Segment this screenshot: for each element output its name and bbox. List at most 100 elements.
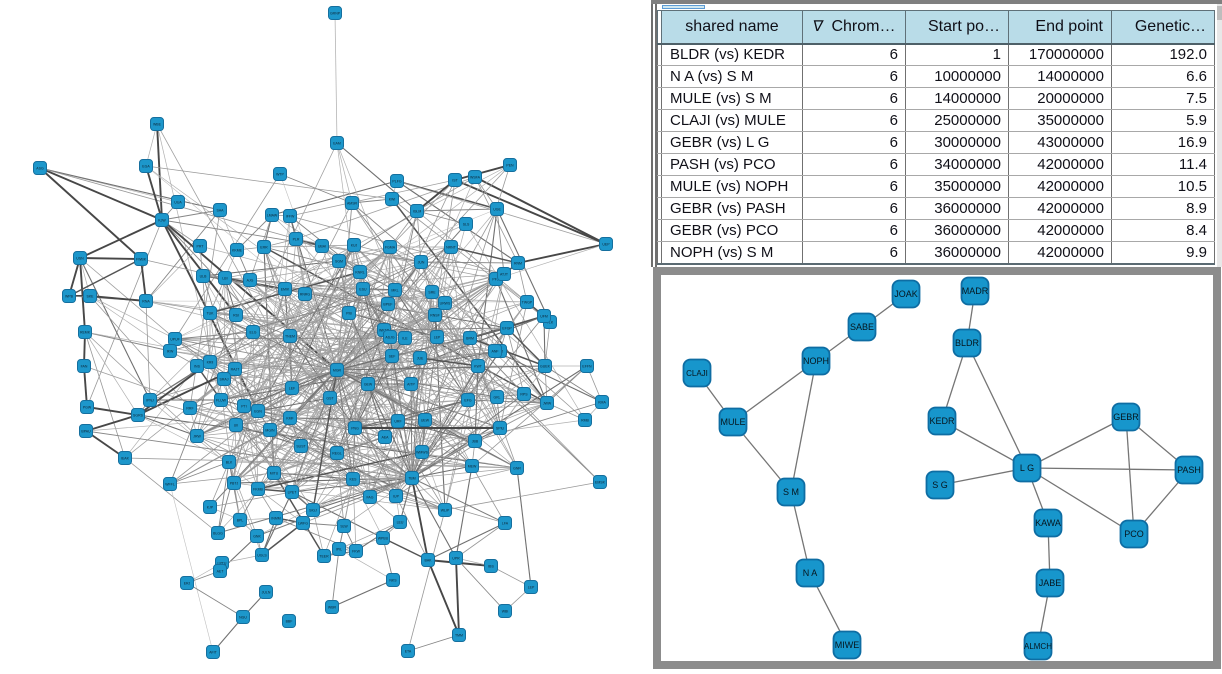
svg-text:BPL: BPL xyxy=(237,519,244,523)
svg-text:MGIN: MGIN xyxy=(265,429,275,433)
svg-text:ETA: ETA xyxy=(405,650,412,654)
svg-text:SPIU: SPIU xyxy=(496,427,505,431)
svg-text:LMAW: LMAW xyxy=(267,214,278,218)
svg-text:UUA: UUA xyxy=(174,201,182,205)
svg-text:INS: INS xyxy=(194,365,201,369)
svg-text:KRII: KRII xyxy=(207,361,214,365)
svg-text:RNA: RNA xyxy=(142,300,150,304)
svg-text:JABE: JABE xyxy=(1039,578,1062,588)
svg-text:REGL: REGL xyxy=(332,452,342,456)
svg-text:N A: N A xyxy=(803,568,818,578)
svg-text:FLK: FLK xyxy=(547,321,554,325)
svg-text:WBI: WBI xyxy=(502,610,509,614)
svg-text:GRNP: GRNP xyxy=(330,12,341,16)
svg-text:EFFN: EFFN xyxy=(582,365,592,369)
svg-text:NRNT: NRNT xyxy=(446,246,457,250)
svg-text:JWW: JWW xyxy=(543,402,552,406)
svg-text:LEU: LEU xyxy=(397,521,404,525)
svg-text:RMB: RMB xyxy=(581,419,589,423)
svg-text:L G: L G xyxy=(1020,463,1034,473)
svg-text:KUJ: KUJ xyxy=(351,244,358,248)
svg-text:SABE: SABE xyxy=(850,322,874,332)
svg-text:BPAU: BPAU xyxy=(81,430,91,434)
svg-text:FWBK: FWBK xyxy=(136,258,147,262)
svg-text:PIB: PIB xyxy=(346,312,352,316)
svg-text:UFM: UFM xyxy=(540,315,548,319)
svg-text:TEER: TEER xyxy=(319,555,329,559)
svg-text:S G: S G xyxy=(932,480,948,490)
svg-text:JRW: JRW xyxy=(193,435,201,439)
svg-text:KJP: KJP xyxy=(207,506,214,510)
svg-text:IFFW: IFFW xyxy=(286,215,295,219)
svg-text:SEF: SEF xyxy=(389,355,396,359)
svg-text:GST: GST xyxy=(326,397,334,401)
svg-text:ILE: ILE xyxy=(402,337,408,341)
svg-text:WPB: WPB xyxy=(65,295,74,299)
svg-text:AITP: AITP xyxy=(407,383,415,387)
svg-text:UPR: UPR xyxy=(452,557,460,561)
svg-text:WLIP: WLIP xyxy=(441,509,450,513)
svg-text:IEAK: IEAK xyxy=(121,457,130,461)
svg-text:PTI: PTI xyxy=(241,405,246,409)
svg-text:RAJT: RAJT xyxy=(231,368,241,372)
svg-text:BPEF: BPEF xyxy=(383,303,392,307)
svg-text:SIGJ: SIGJ xyxy=(309,509,317,513)
svg-text:RNM: RNM xyxy=(514,262,522,266)
svg-text:UGLS: UGLS xyxy=(257,554,267,558)
svg-text:EGA: EGA xyxy=(142,165,150,169)
svg-text:ULB: ULB xyxy=(200,275,207,279)
svg-text:LEP: LEP xyxy=(528,586,535,590)
svg-text:KJW: KJW xyxy=(158,219,166,223)
svg-text:UBAI: UBAI xyxy=(318,245,326,249)
svg-text:KEDR: KEDR xyxy=(929,416,955,426)
svg-text:INMM: INMM xyxy=(271,517,280,521)
svg-text:LWFG: LWFG xyxy=(298,522,308,526)
svg-text:SKE: SKE xyxy=(86,295,94,299)
svg-text:AJG: AJG xyxy=(247,279,254,283)
svg-text:TWGP: TWGP xyxy=(522,301,533,305)
svg-text:TNEM: TNEM xyxy=(285,335,295,339)
svg-text:UGE: UGE xyxy=(493,208,501,212)
svg-text:UPUF: UPUF xyxy=(170,338,180,342)
svg-text:KWI: KWI xyxy=(389,198,396,202)
svg-text:PBTJ: PBTJ xyxy=(230,482,239,486)
svg-text:RPS: RPS xyxy=(520,393,528,397)
svg-text:KES: KES xyxy=(349,478,357,482)
svg-text:LPET: LPET xyxy=(288,491,298,495)
svg-text:JBB: JBB xyxy=(472,440,479,444)
svg-text:GEBR: GEBR xyxy=(1113,412,1139,422)
svg-text:GNK: GNK xyxy=(253,535,261,539)
svg-text:URF: URF xyxy=(394,420,401,424)
svg-text:BLK: BLK xyxy=(226,461,233,465)
svg-text:PLR: PLR xyxy=(293,238,300,242)
svg-text:PASH: PASH xyxy=(1177,465,1201,475)
svg-text:AMSR: AMSR xyxy=(347,202,358,206)
svg-text:RRF: RRF xyxy=(186,407,193,411)
svg-text:JULN: JULN xyxy=(262,591,271,595)
svg-text:MITU: MITU xyxy=(270,472,279,476)
svg-text:EFGP: EFGP xyxy=(502,327,512,331)
svg-text:NKS: NKS xyxy=(389,579,397,583)
svg-text:BRM: BRM xyxy=(466,337,474,341)
svg-text:IBS: IBS xyxy=(488,565,494,569)
svg-text:NGU: NGU xyxy=(239,616,247,620)
svg-text:KNRL: KNRL xyxy=(355,271,364,275)
svg-text:IGLM: IGLM xyxy=(413,210,422,214)
svg-text:PEN: PEN xyxy=(506,164,514,168)
svg-text:WTP: WTP xyxy=(276,173,284,177)
svg-text:AEA: AEA xyxy=(381,436,389,440)
svg-text:IPNJ: IPNJ xyxy=(146,399,154,403)
svg-text:TMM: TMM xyxy=(455,634,463,638)
svg-text:PCO: PCO xyxy=(1124,529,1144,539)
svg-text:RSI: RSI xyxy=(233,314,239,318)
svg-text:S M: S M xyxy=(783,487,799,497)
svg-text:LEF: LEF xyxy=(289,387,295,391)
svg-text:FAG: FAG xyxy=(366,496,373,500)
svg-text:GNR: GNR xyxy=(513,467,521,471)
svg-text:WBR: WBR xyxy=(328,606,337,610)
svg-text:WMWS: WMWS xyxy=(416,451,429,455)
svg-text:ELG: ELG xyxy=(249,331,256,335)
svg-text:SGM: SGM xyxy=(335,260,343,264)
svg-text:KKME: KKME xyxy=(232,249,243,253)
svg-text:SRAJ: SRAJ xyxy=(220,378,229,382)
